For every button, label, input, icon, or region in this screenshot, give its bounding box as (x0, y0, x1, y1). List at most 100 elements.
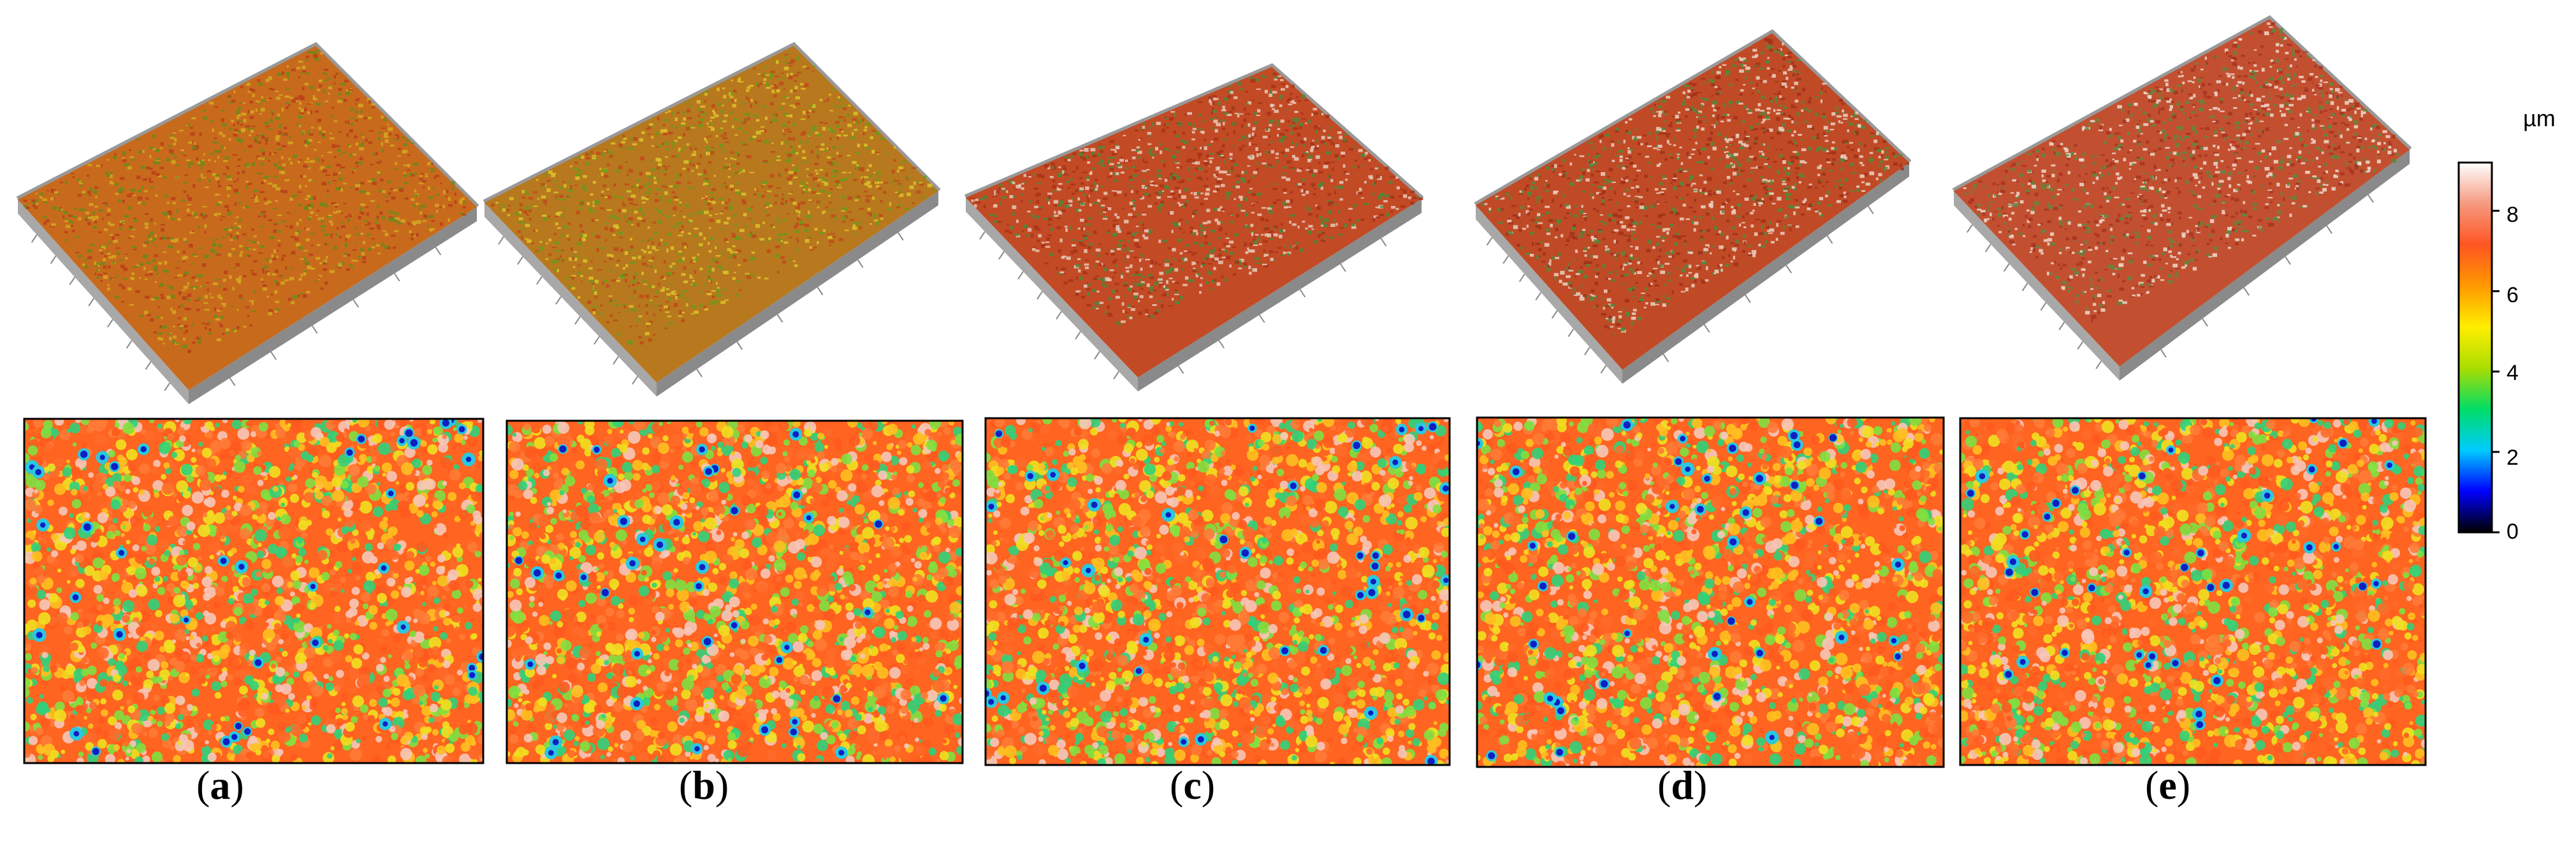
height-map-frame (984, 417, 1451, 766)
height-map-texture (986, 418, 1450, 765)
surface-axis-tick (857, 259, 864, 268)
surface-axis-tick (2326, 225, 2332, 234)
surface-axis-tick (2003, 263, 2010, 272)
surface-axis-tick (1094, 351, 1100, 360)
surface-axis-tick (1568, 328, 1575, 337)
surface-axis-tick (1218, 340, 1225, 349)
colorbar-tick-label: 8 (2507, 203, 2519, 227)
surface-axis-tick (574, 316, 581, 325)
surface-3d-e (1952, 15, 2412, 381)
panel-label-a: (a) (196, 762, 244, 808)
surface-axis-tick (2368, 194, 2374, 203)
surface-axis-tick (126, 340, 133, 349)
surface-axis-tick (2160, 349, 2167, 358)
panel-label-b: (b) (679, 762, 729, 808)
height-map-d (1476, 416, 1945, 768)
surface-axis-tick (1258, 314, 1265, 323)
colorbar-unit-label: µm (2523, 105, 2556, 131)
surface-axis-tick (1486, 237, 1493, 246)
surface-axis-tick (1299, 289, 1306, 298)
height-map-e (1959, 417, 2427, 766)
surface-axis-tick (2243, 287, 2250, 296)
surface-axis-tick (1745, 295, 1751, 303)
height-map-frame (506, 419, 964, 764)
surface-axis-tick (1786, 265, 1792, 273)
surface-axis-tick (107, 319, 113, 328)
surface-axis-tick (979, 231, 986, 240)
surface-axis-tick (2058, 321, 2065, 330)
colorbar-tick-label: 2 (2507, 446, 2519, 470)
surface-axis-tick (498, 236, 504, 245)
surface-axis-tick (270, 351, 277, 360)
surface-axis-tick (536, 276, 542, 285)
surface-axis-tick (555, 296, 562, 305)
surface-axis-tick (1984, 244, 1991, 252)
colorbar-gradient (2457, 161, 2493, 534)
surface-axis-tick (164, 382, 171, 391)
surface-texture (1963, 22, 2401, 323)
surface-axis-tick (1503, 255, 1509, 264)
surface-axis-tick (1075, 331, 1081, 340)
surface-axis-tick (229, 377, 236, 386)
surface-axis-tick (145, 361, 152, 370)
surface-top (1954, 19, 2410, 367)
surface-axis-tick (69, 277, 76, 286)
surface-wall (1476, 205, 1622, 384)
surface-3d-d (1474, 29, 1912, 384)
surface-3d-c (964, 63, 1424, 391)
surface-wall (1138, 199, 1422, 391)
surface-axis-tick (394, 273, 400, 282)
surface-axis-tick (898, 232, 904, 241)
surface-axis-tick (1518, 273, 1525, 282)
height-map-c (984, 417, 1451, 766)
surface-axis-tick (1113, 371, 1119, 380)
surface-wall (1954, 191, 2120, 381)
surface-3d-b (483, 41, 941, 397)
surface-axis-tick (311, 325, 318, 334)
surface-wall (657, 191, 938, 397)
surface-texture (1481, 38, 1909, 335)
surface-axis-tick (1826, 235, 1833, 244)
surface-axis-tick (817, 287, 824, 296)
surface-top (18, 46, 477, 390)
surface-texture (970, 72, 1423, 326)
panel-label-d: (d) (1657, 762, 1708, 808)
surface-axis-tick (1037, 291, 1043, 300)
surface-axis-tick (632, 376, 638, 385)
height-map-texture (1960, 418, 2426, 765)
surface-axis-tick (2040, 302, 2047, 311)
height-map-texture (507, 421, 963, 763)
surface-wall (2120, 150, 2410, 381)
surface-axis-tick (1551, 310, 1558, 319)
surface-axis-tick (593, 336, 600, 345)
surface-wall (1622, 163, 1909, 384)
surface-wall (484, 203, 657, 397)
surface-axis-tick (1703, 324, 1710, 333)
surface-axis-tick (696, 368, 702, 377)
surface-texture (491, 52, 936, 345)
surface-axis-tick (1584, 347, 1590, 356)
surface-wall (189, 207, 477, 404)
surface-axis-tick (1600, 365, 1607, 374)
colorbar-tick-label: 0 (2507, 520, 2519, 544)
surface-top (966, 67, 1422, 377)
surface-axis-tick (1017, 271, 1024, 280)
height-map-frame (23, 418, 484, 764)
colorbar-tick-label: 4 (2507, 361, 2519, 385)
height-map-frame (1476, 416, 1945, 768)
surface-axis-tick (1867, 205, 1874, 214)
surface-axis-tick (998, 251, 1005, 260)
surface-axis-tick (31, 234, 38, 243)
height-map-texture (24, 419, 483, 763)
surface-axis-tick (2077, 341, 2084, 350)
panel-label-e: (e) (2145, 762, 2191, 808)
surface-axis-tick (2021, 282, 2028, 291)
height-map-b (506, 419, 964, 764)
height-map-a (23, 418, 484, 764)
surface-wall (18, 200, 189, 404)
surface-axis-tick (353, 299, 360, 308)
surface-wall (966, 198, 1138, 391)
surface-axis-tick (1177, 365, 1184, 374)
surface-axis-tick (1663, 354, 1670, 363)
